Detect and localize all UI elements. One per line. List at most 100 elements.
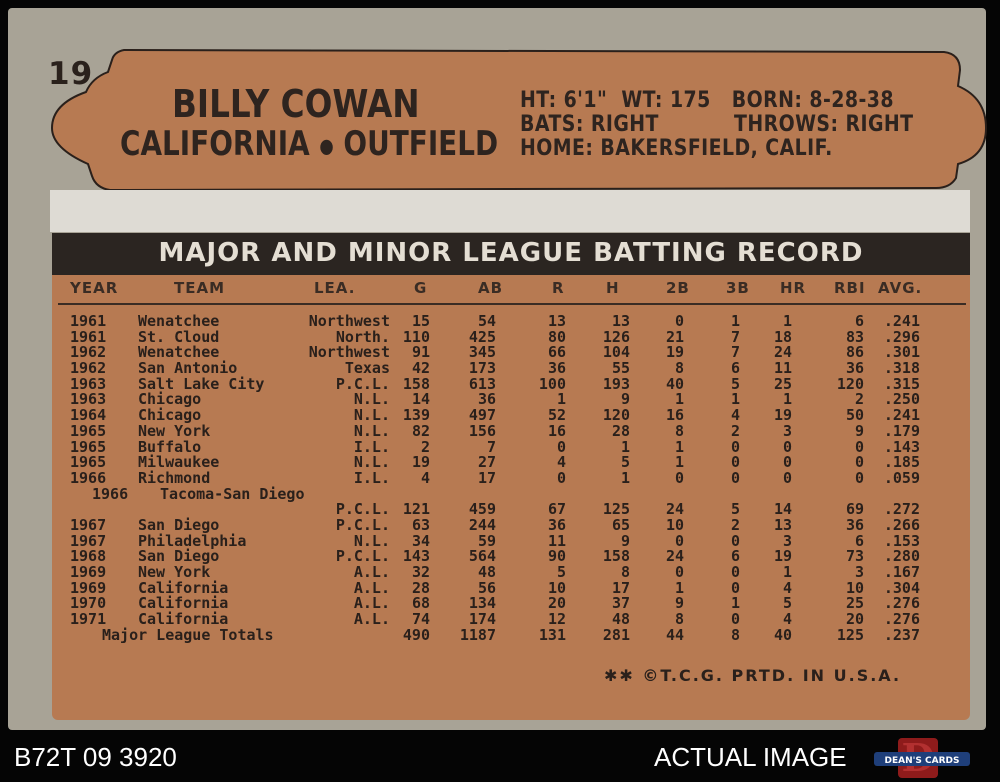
header-league: LEA. (314, 279, 356, 297)
cell-rbi: 0 (854, 468, 864, 487)
cell-hits: 8 (620, 563, 630, 581)
cell-home-runs: 24 (773, 343, 792, 362)
cell-home-runs: 4 (782, 578, 792, 597)
table-row: Major League Totals 490 1187 131 281 44 8 40 125… (52, 625, 970, 644)
cell-league: Northwest (308, 343, 390, 362)
cell-team: California (138, 610, 229, 629)
cell-year: 1970 (70, 594, 107, 613)
cell-doubles: 1 (674, 453, 684, 472)
cell-year: 1961 (70, 312, 107, 330)
cell-average: .059 (883, 468, 920, 487)
cell-team: Tacoma-San Diego (160, 484, 305, 503)
cell-average: .301 (883, 343, 920, 362)
cell-triples: 2 (730, 515, 740, 534)
cell-runs: 67 (547, 500, 566, 519)
cell-games: 110 (402, 327, 430, 346)
cell-runs: 4 (556, 453, 566, 472)
actual-image-label: ACTUAL IMAGE (654, 742, 847, 772)
cell-games: 74 (411, 610, 430, 629)
cell-games: 14 (411, 390, 430, 409)
table-row: 1963 Chicago N.L. 14 36 1 9 1 1 1 2 .250 (52, 390, 970, 409)
cell-team: New York (138, 421, 211, 440)
cell-triples: 0 (730, 610, 740, 629)
table-row: 1963 Salt Lake City P.C.L. 158 613 100 193 40 5 2… (52, 374, 970, 393)
cell-hits: 120 (602, 406, 630, 425)
cell-at-bats: 425 (468, 327, 496, 346)
cell-home-runs: 19 (773, 406, 792, 425)
cell-triples: 6 (730, 359, 740, 378)
table-row: 1967 Philadelphia N.L. 34 59 11 9 0 0 3 6 .153 (52, 531, 970, 550)
cell-year: 1965 (70, 453, 107, 472)
cell-runs: 80 (547, 327, 566, 346)
deans-cards-logo: D DEAN'S CARDS (874, 738, 970, 778)
cell-runs: 1 (556, 390, 566, 409)
cell-year: 1965 (70, 437, 107, 456)
cell-triples: 0 (730, 531, 740, 550)
table-row: 1962 San Antonio Texas 42 173 36 55 8 6 11 36 .318 (52, 359, 970, 378)
cell-runs: 52 (547, 406, 566, 425)
cell-runs: 16 (547, 421, 566, 440)
cell-year: 1963 (70, 390, 107, 409)
cell-team: San Diego (138, 515, 220, 534)
cell-doubles: 19 (665, 343, 684, 362)
cell-hits: 55 (611, 359, 630, 378)
cell-league: P.C.L. (335, 515, 390, 534)
cell-home-runs: 0 (782, 453, 792, 472)
cell-at-bats: 345 (468, 343, 496, 362)
scan-id-label: B72T 09 3920 (14, 742, 177, 772)
cell-triples: 0 (730, 468, 740, 487)
cell-year: 1963 (70, 374, 107, 393)
cell-average: .241 (883, 312, 920, 330)
cell-home-runs: 1 (782, 563, 792, 581)
cell-runs: 13 (547, 312, 566, 330)
cell-runs: 5 (556, 563, 566, 581)
cell-at-bats: 134 (468, 594, 496, 613)
cell-team: Major League Totals (102, 625, 274, 644)
cell-year: 1967 (70, 531, 107, 550)
table-row: 1962 Wenatchee Northwest 91 345 66 104 19 7 24 86.… (52, 343, 970, 362)
cell-triples: 1 (730, 312, 740, 330)
cell-hits: 65 (611, 515, 630, 534)
table-row: 1967 San Diego P.C.L. 63 244 36 65 10 2 13 36 .266 (52, 515, 970, 534)
cell-year: 1968 (70, 547, 107, 566)
cell-league: A.L. (353, 563, 390, 581)
cell-team: New York (138, 563, 211, 581)
cell-triples: 0 (730, 437, 740, 456)
cell-triples: 0 (730, 578, 740, 597)
cell-home-runs: 0 (782, 437, 792, 456)
cell-team: St. Cloud (138, 327, 220, 346)
cell-triples: 8 (730, 625, 740, 644)
cell-games: 68 (411, 594, 430, 613)
cell-home-runs: 4 (782, 610, 792, 629)
cell-rbi: 73 (845, 547, 864, 566)
header-home-runs: HR (780, 279, 807, 297)
hometown: HOME: BAKERSFIELD, CALIF. (520, 136, 833, 161)
cell-league: I.L. (353, 437, 390, 456)
cell-league: N.L. (353, 453, 390, 472)
cell-hits: 5 (620, 453, 630, 472)
cell-year: 1969 (70, 563, 107, 581)
cell-home-runs: 5 (782, 594, 792, 613)
cell-runs: 11 (547, 531, 566, 550)
cell-triples: 7 (730, 343, 740, 362)
table-row: 1966 Tacoma-San Diego (52, 484, 970, 503)
cell-games: 42 (411, 359, 430, 378)
cell-league: P.C.L. (335, 374, 390, 393)
cell-triples: 0 (730, 453, 740, 472)
cell-doubles: 0 (674, 531, 684, 550)
cell-runs: 20 (547, 594, 566, 613)
cell-games: 28 (411, 578, 430, 597)
cell-games: 82 (411, 421, 430, 440)
cell-rbi: 125 (836, 625, 864, 644)
cell-games: 139 (402, 406, 430, 425)
cell-rbi: 9 (854, 421, 864, 440)
cell-hits: 104 (602, 343, 630, 362)
cell-doubles: 10 (665, 515, 684, 534)
cell-doubles: 16 (665, 406, 684, 425)
table-row: 1961 Wenatchee Northwest 15 54 13 13 0 1 1 6 .241 (52, 312, 970, 330)
cell-league: N.L. (353, 421, 390, 440)
cell-year: 1966 (92, 484, 129, 503)
table-row: 1965 Buffalo I.L. 2 7 0 1 1 0 0 0 .143 (52, 437, 970, 456)
cell-year: 1969 (70, 578, 107, 597)
